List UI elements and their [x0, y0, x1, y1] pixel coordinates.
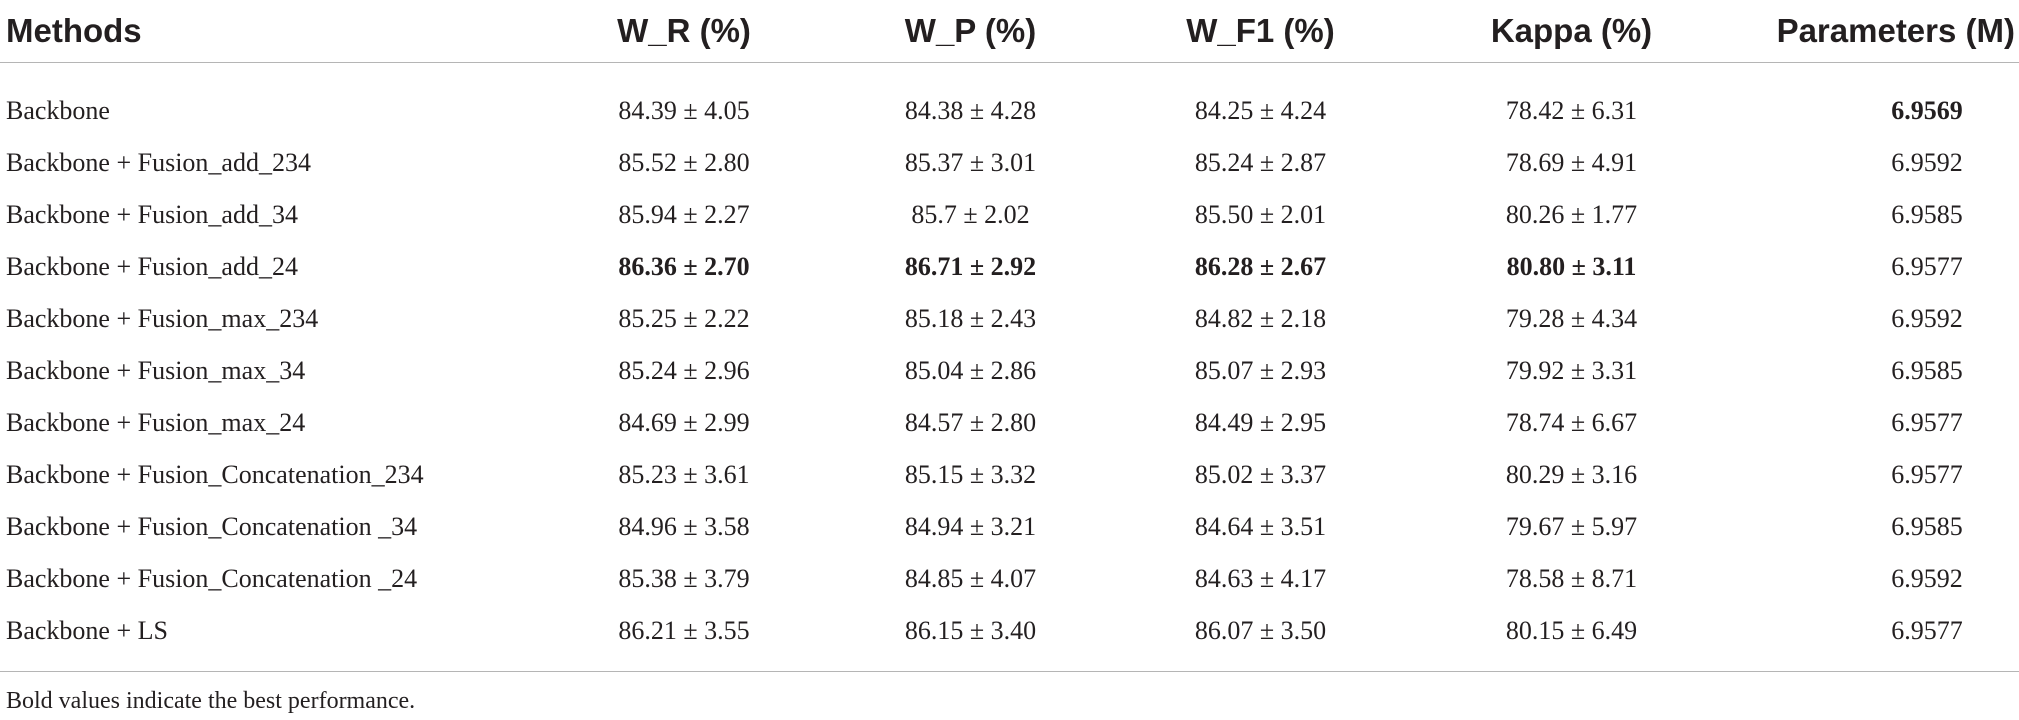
table-row: Backbone + Fusion_max_234 85.25 ± 2.22 8… [0, 293, 2019, 345]
w-f1-cell: 84.64 ± 3.51 [1194, 512, 1327, 541]
params-cell: 6.9585 [1891, 200, 1963, 229]
w-f1-cell: 84.49 ± 2.95 [1194, 408, 1327, 437]
w-r-cell: 85.24 ± 2.96 [618, 356, 750, 385]
header-w-p: W_P (%) [848, 0, 1093, 63]
table-row: Backbone 84.39 ± 4.05 84.38 ± 4.28 84.25… [0, 63, 2019, 138]
w-r-cell: 85.23 ± 3.61 [618, 460, 750, 489]
w-r-cell: 85.38 ± 3.79 [618, 564, 750, 593]
table-row: Backbone + Fusion_Concatenation_234 85.2… [0, 449, 2019, 501]
kappa-cell: 78.74 ± 6.67 [1505, 408, 1638, 437]
method-cell: Backbone + Fusion_Concatenation_234 [6, 460, 424, 489]
params-cell: 6.9585 [1891, 512, 1963, 541]
w-r-cell: 84.39 ± 4.05 [618, 96, 750, 125]
kappa-cell: 80.26 ± 1.77 [1505, 200, 1638, 229]
w-f1-cell: 86.07 ± 3.50 [1093, 605, 1428, 672]
header-w-r: W_R (%) [520, 0, 848, 63]
method-cell: Backbone + Fusion_Concatenation _24 [6, 564, 418, 593]
params-cell: 6.9592 [1891, 148, 1963, 177]
params-cell: 6.9577 [1891, 252, 1963, 281]
w-r-cell: 85.25 ± 2.22 [618, 304, 750, 333]
w-p-cell: 84.38 ± 4.28 [904, 96, 1037, 125]
w-f1-cell: 86.28 ± 2.67 [1194, 252, 1327, 281]
kappa-cell: 78.69 ± 4.91 [1505, 148, 1638, 177]
w-p-cell: 85.37 ± 3.01 [904, 148, 1037, 177]
w-f1-cell: 85.24 ± 2.87 [1194, 148, 1327, 177]
table-row: Backbone + Fusion_add_234 85.52 ± 2.80 8… [0, 137, 2019, 189]
kappa-cell: 80.15 ± 6.49 [1428, 605, 1715, 672]
kappa-cell: 80.29 ± 3.16 [1505, 460, 1638, 489]
w-r-cell: 85.52 ± 2.80 [618, 148, 750, 177]
params-cell: 6.9585 [1891, 356, 1963, 385]
header-methods: Methods [0, 0, 520, 63]
table-row: Backbone + Fusion_add_34 85.94 ± 2.27 85… [0, 189, 2019, 241]
table-row: Backbone + Fusion_Concatenation _24 85.3… [0, 553, 2019, 605]
w-p-cell: 85.18 ± 2.43 [904, 304, 1037, 333]
header-kappa: Kappa (%) [1428, 0, 1715, 63]
table-row: Backbone + Fusion_max_34 85.24 ± 2.96 85… [0, 345, 2019, 397]
w-f1-cell: 85.02 ± 3.37 [1194, 460, 1327, 489]
w-f1-cell: 84.63 ± 4.17 [1194, 564, 1327, 593]
method-cell: Backbone + Fusion_add_24 [6, 252, 298, 281]
results-table-container: Methods W_R (%) W_P (%) W_F1 (%) Kappa (… [0, 0, 2019, 672]
results-table: Methods W_R (%) W_P (%) W_F1 (%) Kappa (… [0, 0, 2019, 672]
header-row: Methods W_R (%) W_P (%) W_F1 (%) Kappa (… [0, 0, 2019, 63]
table-row: Backbone + LS 86.21 ± 3.55 86.15 ± 3.40 … [0, 605, 2019, 672]
w-r-cell: 85.94 ± 2.27 [618, 200, 750, 229]
w-r-cell: 84.96 ± 3.58 [618, 512, 750, 541]
params-cell: 6.9592 [1891, 564, 1963, 593]
table-row: Backbone + Fusion_add_24 86.36 ± 2.70 86… [0, 241, 2019, 293]
w-p-cell: 86.71 ± 2.92 [904, 252, 1037, 281]
kappa-cell: 80.80 ± 3.11 [1506, 252, 1637, 281]
method-cell: Backbone + Fusion_Concatenation _34 [6, 512, 418, 541]
w-r-cell: 84.69 ± 2.99 [618, 408, 750, 437]
w-f1-cell: 85.07 ± 2.93 [1194, 356, 1327, 385]
w-p-cell: 84.94 ± 3.21 [904, 512, 1037, 541]
method-cell: Backbone + Fusion_add_234 [6, 148, 311, 177]
header-parameters: Parameters (M) [1715, 0, 2019, 63]
kappa-cell: 79.67 ± 5.97 [1505, 512, 1638, 541]
method-cell: Backbone + Fusion_max_34 [6, 356, 306, 385]
w-p-cell: 84.57 ± 2.80 [904, 408, 1037, 437]
method-cell: Backbone + Fusion_max_234 [6, 304, 319, 333]
method-cell: Backbone + LS [0, 605, 520, 672]
header-w-f1: W_F1 (%) [1093, 0, 1428, 63]
table-row: Backbone + Fusion_max_24 84.69 ± 2.99 84… [0, 397, 2019, 449]
params-cell: 6.9577 [1715, 605, 2019, 672]
w-f1-cell: 84.25 ± 4.24 [1194, 96, 1327, 125]
kappa-cell: 78.58 ± 8.71 [1505, 564, 1638, 593]
kappa-cell: 78.42 ± 6.31 [1505, 96, 1638, 125]
w-r-cell: 86.36 ± 2.70 [618, 252, 750, 281]
method-cell: Backbone [6, 96, 110, 125]
w-p-cell: 85.7 ± 2.02 [911, 200, 1030, 229]
params-cell: 6.9592 [1891, 304, 1963, 333]
method-cell: Backbone + Fusion_add_34 [6, 200, 298, 229]
kappa-cell: 79.92 ± 3.31 [1505, 356, 1638, 385]
w-p-cell: 85.15 ± 3.32 [904, 460, 1037, 489]
w-p-cell: 84.85 ± 4.07 [904, 564, 1037, 593]
table-footnote: Bold values indicate the best performanc… [6, 688, 416, 714]
params-cell: 6.9577 [1891, 460, 1963, 489]
w-f1-cell: 84.82 ± 2.18 [1194, 304, 1327, 333]
params-cell: 6.9577 [1891, 408, 1963, 437]
w-p-cell: 86.15 ± 3.40 [848, 605, 1093, 672]
w-r-cell: 86.21 ± 3.55 [520, 605, 848, 672]
method-cell: Backbone + Fusion_max_24 [6, 408, 306, 437]
w-p-cell: 85.04 ± 2.86 [904, 356, 1037, 385]
kappa-cell: 79.28 ± 4.34 [1505, 304, 1638, 333]
table-row: Backbone + Fusion_Concatenation _34 84.9… [0, 501, 2019, 553]
params-cell: 6.9569 [1891, 96, 1963, 125]
w-f1-cell: 85.50 ± 2.01 [1194, 200, 1327, 229]
